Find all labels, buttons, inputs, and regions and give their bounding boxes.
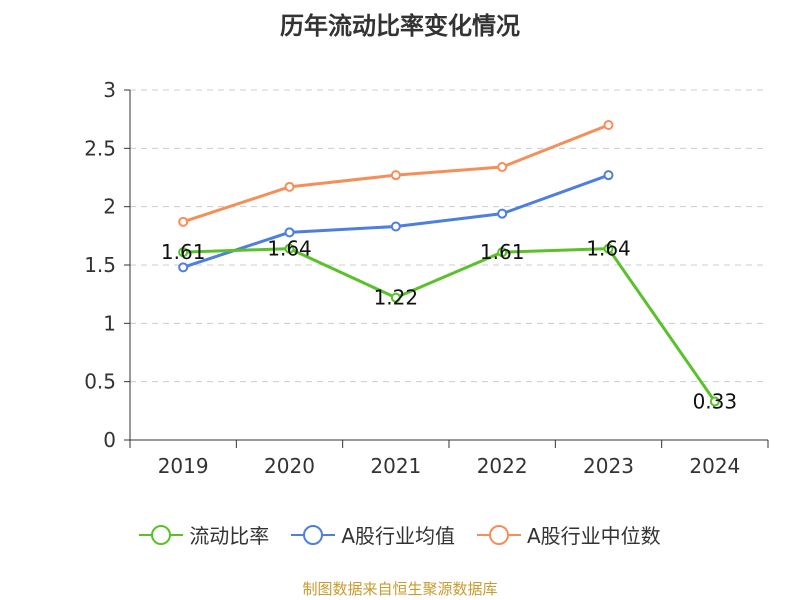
data-label-2020: 1.64 [267, 237, 312, 261]
series-0-point-2024 [709, 396, 720, 407]
x-tick-label-2019: 2019 [158, 454, 209, 478]
chart-title: 历年流动比率变化情况 [280, 12, 520, 40]
y-tick-label-5: 2.5 [84, 136, 116, 160]
series-2-point-2023 [603, 120, 614, 130]
y-tick-label-3: 1.5 [84, 253, 116, 277]
series-0-point-2021 [390, 292, 401, 303]
legend-swatch-current-ratio [139, 524, 184, 545]
series-0-point-2020 [284, 243, 295, 254]
x-tick-label-2023: 2023 [583, 454, 634, 478]
data-label-2024: 0.33 [693, 390, 738, 414]
series-1-point-2023 [603, 170, 614, 181]
x-tick-label-2021: 2021 [370, 454, 421, 478]
legend: 流动比率 A股行业均值 A股行业中位数 [0, 520, 800, 549]
series-1-point-2022 [497, 208, 508, 219]
legend-swatch-industry-median [477, 524, 521, 545]
legend-item-industry-median[interactable]: A股行业中位数 [477, 520, 661, 549]
y-tick-label-0: 0 [103, 428, 116, 452]
series-line-0 [183, 247, 717, 403]
source-note: 制图数据来自恒生聚源数据库 [302, 580, 498, 598]
legend-swatch-industry-mean [291, 524, 336, 545]
data-label-2019: 1.61 [161, 240, 206, 264]
series-2-point-2022 [497, 162, 508, 172]
legend-label-current-ratio: 流动比率 [189, 524, 270, 548]
y-tick-label-6: 3 [103, 78, 116, 102]
x-tick-label-2022: 2022 [477, 454, 528, 478]
series-1-point-2019 [178, 262, 189, 273]
legend-label-industry-mean: A股行业均值 [341, 524, 455, 548]
y-tick-label-2: 1 [103, 311, 116, 335]
x-tick-label-2024: 2024 [689, 454, 740, 478]
data-label-2023: 1.64 [586, 237, 631, 261]
legend-item-industry-mean[interactable]: A股行业均值 [291, 520, 455, 549]
series-2-point-2020 [284, 181, 295, 192]
series-0-point-2019 [178, 247, 189, 258]
x-tick-label-2020: 2020 [264, 454, 315, 478]
series-line-1 [182, 173, 610, 269]
series-2-point-2021 [390, 170, 401, 181]
y-tick-label-4: 2 [103, 195, 116, 219]
series-2-point-2019 [178, 216, 189, 227]
data-label-2021: 1.22 [374, 286, 419, 310]
series-1-point-2021 [390, 221, 401, 232]
data-label-2022: 1.61 [480, 240, 525, 264]
series-0-point-2023 [603, 243, 614, 254]
legend-label-industry-median: A股行业中位数 [527, 524, 661, 548]
legend-item-current-ratio[interactable]: 流动比率 [139, 520, 269, 549]
series-1-point-2020 [284, 227, 295, 238]
series-0-point-2022 [497, 247, 508, 258]
y-tick-label-1: 0.5 [84, 370, 116, 394]
